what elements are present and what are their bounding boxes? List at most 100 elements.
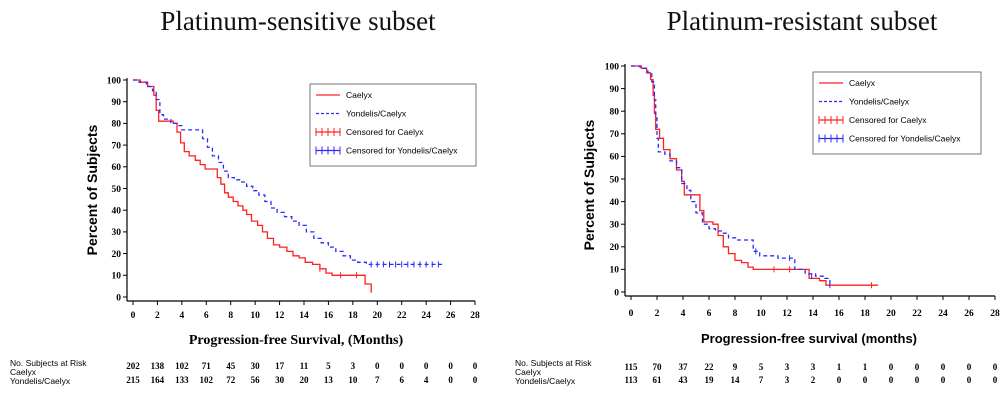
risk-value: 43 — [679, 375, 689, 385]
risk-value: 20 — [300, 375, 310, 385]
risk-value: 0 — [889, 375, 894, 385]
x-tick-label: 24 — [938, 309, 948, 319]
x-tick-label: 22 — [397, 311, 407, 321]
series-line-yondelis-caelyx — [631, 65, 831, 286]
y-tick-label: 80 — [112, 120, 122, 130]
x-tick-label: 8 — [733, 309, 738, 319]
risk-value: 3 — [785, 375, 790, 385]
risk-value: 5 — [759, 362, 764, 372]
risk-value: 30 — [251, 361, 261, 371]
risk-value: 202 — [126, 361, 140, 371]
y-tick-label: 60 — [112, 163, 122, 173]
risk-value: 0 — [837, 375, 842, 385]
risk-value: 3 — [351, 361, 356, 371]
risk-value: 0 — [375, 361, 380, 371]
risk-value: 0 — [889, 362, 894, 372]
risk-table-header: No. Subjects at Risk — [515, 358, 592, 368]
risk-value: 0 — [399, 361, 404, 371]
risk-value: 0 — [915, 362, 920, 372]
risk-value: 2 — [811, 375, 816, 385]
risk-row-label: Yondelis/Caelyx — [515, 376, 576, 386]
legend: Caelyx Yondelis/Caelyx Censored for Caelyx… — [812, 71, 982, 155]
x-axis-label: Progression-free survival (months) — [701, 331, 917, 346]
risk-value: 30 — [275, 375, 285, 385]
risk-row-label: Caelyx — [10, 367, 37, 377]
risk-value: 22 — [705, 362, 715, 372]
risk-value: 3 — [811, 362, 816, 372]
risk-value: 1 — [837, 362, 842, 372]
legend-entry: Yondelis/Caelyx — [346, 109, 407, 119]
x-tick-label: 18 — [860, 309, 870, 319]
y-tick-label: 40 — [112, 207, 122, 217]
risk-value: 19 — [705, 375, 715, 385]
risk-value: 0 — [993, 375, 998, 385]
y-tick-label: 10 — [610, 266, 620, 276]
risk-value: 3 — [785, 362, 790, 372]
risk-value: 13 — [324, 375, 334, 385]
y-tick-label: 50 — [112, 185, 122, 195]
x-tick-label: 4 — [179, 311, 184, 321]
y-axis-label: Percent of Subjects — [84, 124, 100, 255]
risk-value: 5 — [326, 361, 331, 371]
y-tick-label: 100 — [107, 76, 122, 86]
risk-value: 9 — [733, 362, 738, 372]
y-tick-label: 70 — [610, 130, 620, 140]
legend-entry: Censored for Caelyx — [346, 127, 424, 137]
y-tick-label: 30 — [610, 221, 620, 231]
risk-value: 138 — [151, 361, 165, 371]
y-axis-label: Percent of Subjects — [581, 119, 597, 250]
x-tick-label: 20 — [373, 311, 383, 321]
risk-value: 6 — [399, 375, 404, 385]
legend-entry: Censored for Yondelis/Caelyx — [346, 146, 458, 156]
x-tick-label: 16 — [834, 309, 844, 319]
risk-value: 0 — [424, 361, 429, 371]
chart-title: Platinum-resistant subset — [667, 6, 938, 36]
risk-value: 0 — [915, 375, 920, 385]
y-tick-label: 10 — [112, 272, 122, 282]
chart-title: Platinum-sensitive subset — [160, 6, 436, 36]
chart-panel-2: Platinum-resistant subset010203040506070… — [515, 6, 1000, 386]
legend-entry: Censored for Caelyx — [849, 115, 927, 125]
x-axis-label: Progression-free Survival, (Months) — [189, 333, 404, 348]
risk-value: 0 — [473, 361, 478, 371]
risk-value: 113 — [624, 375, 638, 385]
x-tick-label: 20 — [886, 309, 896, 319]
x-tick-label: 24 — [421, 311, 431, 321]
x-tick-label: 16 — [324, 311, 334, 321]
legend-box — [812, 71, 982, 155]
x-tick-label: 6 — [707, 309, 712, 319]
risk-value: 0 — [941, 362, 946, 372]
x-tick-label: 14 — [808, 309, 818, 319]
risk-value: 0 — [993, 362, 998, 372]
risk-value: 133 — [175, 375, 189, 385]
risk-value: 10 — [348, 375, 358, 385]
x-tick-label: 0 — [131, 311, 136, 321]
x-tick-label: 4 — [681, 309, 686, 319]
risk-value: 72 — [226, 375, 236, 385]
risk-value: 0 — [967, 375, 972, 385]
x-tick-label: 2 — [155, 311, 160, 321]
risk-value: 11 — [300, 361, 309, 371]
y-tick-label: 100 — [605, 62, 620, 72]
risk-value: 0 — [967, 362, 972, 372]
risk-row-label: Caelyx — [515, 367, 542, 377]
y-tick-label: 30 — [112, 228, 122, 238]
y-tick-label: 80 — [610, 108, 620, 118]
risk-value: 17 — [275, 361, 285, 371]
risk-value: 102 — [175, 361, 189, 371]
risk-value: 56 — [251, 375, 261, 385]
y-tick-label: 0 — [614, 288, 619, 298]
x-tick-label: 12 — [275, 311, 285, 321]
x-tick-label: 10 — [756, 309, 766, 319]
risk-value: 37 — [679, 362, 689, 372]
y-tick-label: 70 — [112, 141, 122, 151]
x-tick-label: 26 — [446, 311, 456, 321]
risk-row-label: Yondelis/Caelyx — [10, 376, 71, 386]
x-tick-label: 6 — [204, 311, 209, 321]
x-tick-label: 2 — [655, 309, 660, 319]
risk-value: 0 — [863, 375, 868, 385]
risk-value: 0 — [941, 375, 946, 385]
